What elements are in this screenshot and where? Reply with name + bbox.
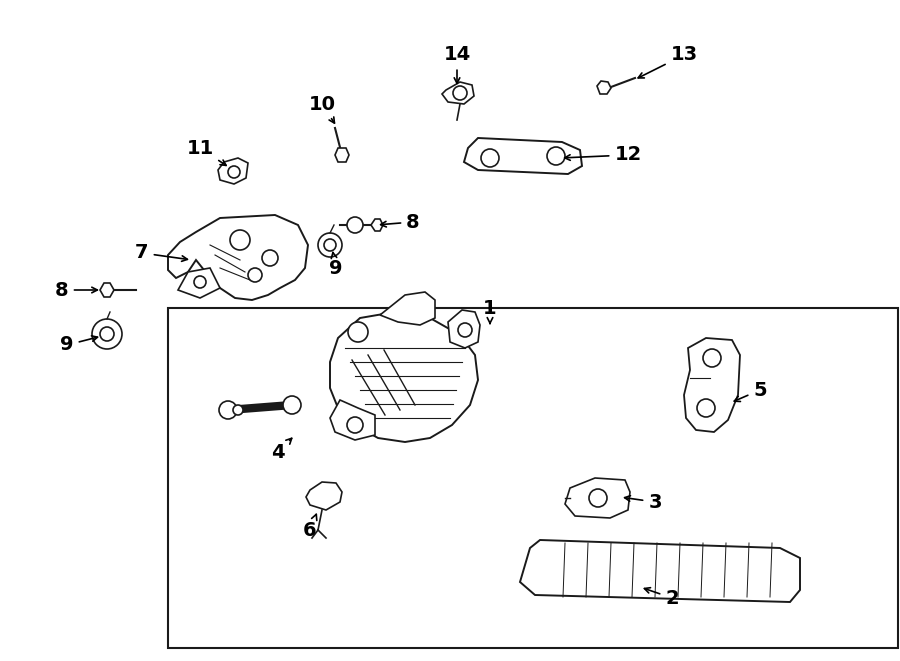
Bar — [168, 308, 898, 648]
Circle shape — [347, 217, 363, 233]
Polygon shape — [684, 338, 740, 432]
Circle shape — [318, 233, 342, 257]
Circle shape — [453, 86, 467, 100]
Circle shape — [481, 149, 499, 167]
Polygon shape — [371, 219, 383, 231]
Polygon shape — [380, 292, 435, 325]
Polygon shape — [442, 82, 474, 104]
Circle shape — [283, 396, 301, 414]
Polygon shape — [330, 312, 478, 442]
Circle shape — [219, 401, 237, 419]
Text: 8: 8 — [55, 280, 97, 299]
Circle shape — [589, 489, 607, 507]
Polygon shape — [330, 400, 375, 440]
Circle shape — [230, 230, 250, 250]
Circle shape — [262, 250, 278, 266]
Circle shape — [100, 327, 114, 341]
Polygon shape — [520, 540, 800, 602]
Text: 9: 9 — [329, 253, 343, 278]
Circle shape — [324, 239, 336, 251]
Polygon shape — [335, 148, 349, 162]
Text: 3: 3 — [625, 492, 662, 512]
Text: 11: 11 — [186, 139, 226, 165]
Polygon shape — [168, 215, 308, 300]
Circle shape — [547, 147, 565, 165]
Circle shape — [697, 399, 715, 417]
Circle shape — [347, 417, 363, 433]
Polygon shape — [597, 81, 611, 94]
Polygon shape — [218, 158, 248, 184]
Text: 14: 14 — [444, 46, 471, 83]
Text: 9: 9 — [60, 336, 97, 354]
Polygon shape — [448, 310, 480, 348]
Polygon shape — [178, 268, 220, 298]
Text: 5: 5 — [734, 381, 767, 401]
Circle shape — [194, 276, 206, 288]
Text: 7: 7 — [135, 243, 187, 262]
Circle shape — [228, 166, 240, 178]
Polygon shape — [565, 478, 630, 518]
Polygon shape — [100, 283, 114, 297]
Text: 6: 6 — [303, 514, 317, 539]
Circle shape — [458, 323, 472, 337]
Text: 13: 13 — [638, 46, 698, 78]
Circle shape — [348, 322, 368, 342]
Polygon shape — [464, 138, 582, 174]
Circle shape — [248, 268, 262, 282]
Text: 12: 12 — [564, 145, 642, 165]
Circle shape — [233, 405, 243, 415]
Text: 2: 2 — [644, 588, 679, 607]
Circle shape — [703, 349, 721, 367]
Text: 8: 8 — [381, 212, 419, 231]
Text: 1: 1 — [483, 299, 497, 324]
Text: 4: 4 — [271, 438, 292, 461]
Polygon shape — [306, 482, 342, 510]
Text: 10: 10 — [309, 95, 336, 123]
Circle shape — [92, 319, 122, 349]
